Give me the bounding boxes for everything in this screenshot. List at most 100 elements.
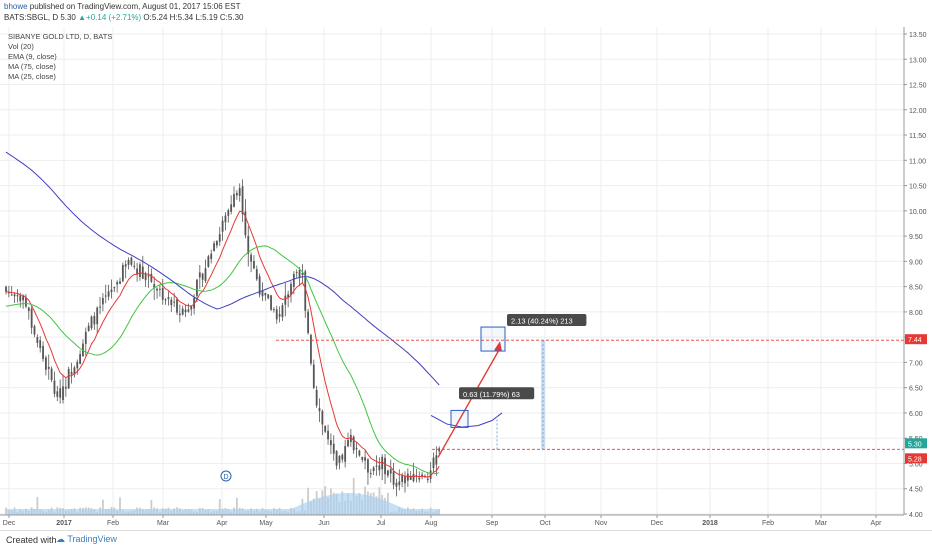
- candle-body: [264, 292, 267, 296]
- candle-body: [335, 450, 338, 466]
- x-tick-label: May: [259, 520, 273, 527]
- candle-body: [367, 459, 369, 473]
- candle-body: [110, 289, 113, 293]
- dividend-marker[interactable]: [220, 470, 232, 482]
- y-tick-label: 12.50: [909, 83, 927, 90]
- drawing-tools: 0.63 (11.79%) 63 2.13 (40.24%) 213: [276, 314, 904, 458]
- legend-item[interactable]: MA (25, close): [8, 72, 56, 81]
- target-box-small[interactable]: [450, 409, 469, 428]
- measure-label: 0.63 (11.79%) 63: [463, 390, 520, 399]
- candle-body: [76, 361, 79, 369]
- candle-body: [281, 305, 284, 318]
- price-label: 5.30: [908, 441, 922, 448]
- y-tick-label: 4.50: [909, 487, 923, 494]
- candle-body: [247, 235, 250, 255]
- volume-bar: [119, 497, 121, 515]
- x-tick-label: 2017: [56, 520, 72, 527]
- dividend-marker-label: D: [223, 474, 228, 481]
- publisher-user[interactable]: bhowe: [4, 2, 28, 11]
- candle-body: [84, 331, 87, 344]
- candle-body: [230, 204, 233, 212]
- x-tick-label: Nov: [595, 520, 608, 527]
- candle-body: [270, 295, 272, 310]
- candle-body: [210, 253, 213, 259]
- price-chart[interactable]: D 0.63 (11.79%) 63 2.13 (40.24%) 213 SIBA…: [0, 27, 932, 530]
- candle-body: [159, 288, 161, 290]
- ma-75-projection: [430, 412, 503, 428]
- measure-label-bg: [507, 314, 587, 327]
- candle-body: [278, 314, 281, 317]
- candle-body: [62, 386, 64, 400]
- x-tick-label: Apr: [871, 520, 883, 527]
- measure-range-bar[interactable]: [541, 340, 545, 450]
- candle-body: [418, 477, 421, 480]
- candle-body: [352, 436, 355, 451]
- x-tick-label: Oct: [540, 520, 551, 527]
- x-tick-label: Sep: [486, 520, 499, 527]
- legend-item[interactable]: Vol (20): [8, 42, 34, 51]
- candle-body: [181, 308, 184, 315]
- x-tick-label: Dec: [651, 520, 664, 527]
- candle-body: [164, 299, 167, 301]
- candle-body: [238, 188, 241, 196]
- volume-bar: [150, 499, 153, 515]
- legend-item[interactable]: MA (75, close): [8, 62, 56, 71]
- ema-9-line: [5, 210, 440, 478]
- candle-body: [369, 473, 372, 475]
- candle-body: [42, 346, 44, 359]
- candle-body: [435, 455, 438, 465]
- candle-body: [395, 482, 398, 487]
- candle-body: [190, 305, 193, 310]
- candle-body: [404, 475, 406, 484]
- candle-body: [327, 430, 329, 440]
- y-tick-label: 5.00: [909, 461, 923, 468]
- candle-body: [218, 234, 221, 242]
- candle-body: [307, 311, 309, 333]
- legend-item[interactable]: EMA (9, close): [8, 52, 57, 61]
- candle-body: [176, 299, 178, 313]
- candle-body: [99, 306, 101, 308]
- candle-body: [130, 257, 133, 265]
- y-tick-label: 8.50: [909, 285, 923, 292]
- candle-body: [67, 368, 70, 389]
- candle-body: [150, 273, 153, 282]
- price-label-bg: [905, 438, 927, 449]
- candle-body: [59, 388, 62, 398]
- candle-body: [87, 325, 90, 332]
- candle-body: [290, 283, 292, 295]
- candle-body: [292, 273, 295, 287]
- candle-body: [127, 259, 130, 265]
- candle-body: [358, 450, 361, 456]
- y-tick-label: 6.50: [909, 386, 923, 393]
- target-box-large[interactable]: [480, 326, 506, 352]
- volume-bars: D: [5, 470, 441, 515]
- candle-body: [19, 295, 22, 302]
- candle-body: [90, 316, 93, 329]
- candle-body: [384, 457, 386, 475]
- y-tick-label: 10.50: [909, 184, 927, 191]
- candle-body: [429, 470, 432, 479]
- x-tick-label: Mar: [815, 520, 828, 527]
- y-tick-label: 9.50: [909, 234, 923, 241]
- candlesticks: [5, 179, 441, 497]
- candle-body: [355, 447, 358, 450]
- candle-body: [398, 481, 401, 486]
- candle-body: [235, 192, 238, 196]
- x-tick-label: Jul: [377, 520, 386, 527]
- candle-body: [193, 298, 195, 309]
- candle-body: [113, 287, 116, 289]
- candle-body: [227, 210, 230, 216]
- candle-body: [198, 272, 201, 278]
- y-tick-label: 7.00: [909, 360, 923, 367]
- tradingview-logo[interactable]: ☁ TradingView: [56, 534, 117, 545]
- price-label: 5.28: [908, 456, 922, 463]
- x-tick-label: Apr: [217, 520, 229, 527]
- candle-body: [124, 264, 127, 267]
- projection-arrow-line[interactable]: [437, 347, 501, 458]
- candle-body: [224, 215, 227, 223]
- candle-body: [284, 295, 287, 305]
- candle-body: [378, 465, 381, 471]
- candle-body: [389, 469, 392, 474]
- x-tick-label: Dec: [3, 520, 16, 527]
- y-tick-label: 10.00: [909, 209, 927, 216]
